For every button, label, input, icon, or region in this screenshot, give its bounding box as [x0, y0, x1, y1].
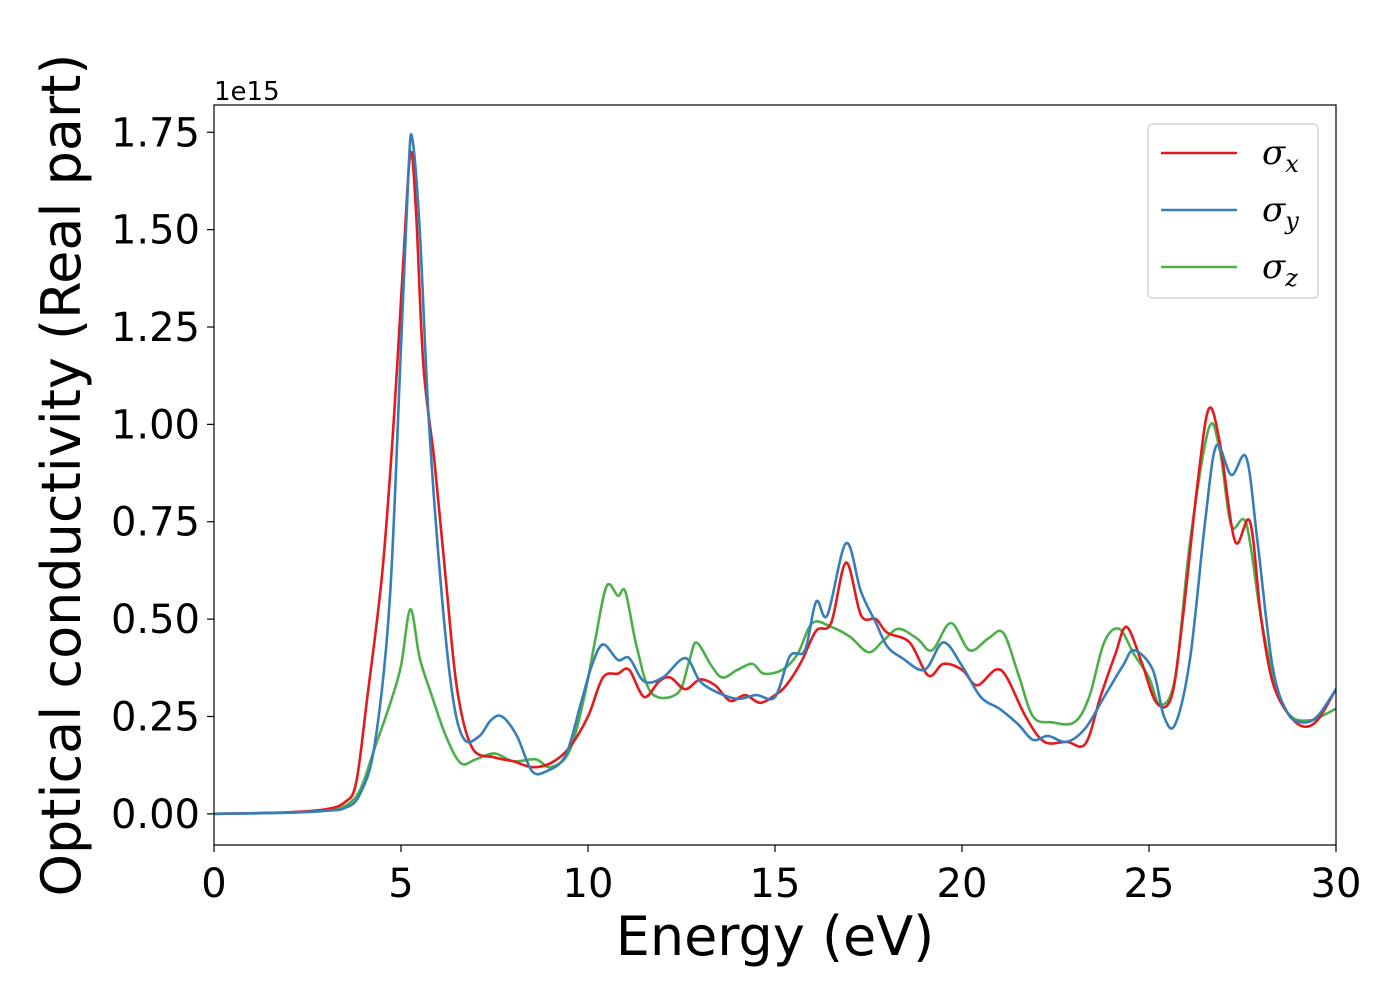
x-tick-label: 20 [937, 861, 988, 907]
y-tick-label: 0.75 [111, 500, 200, 546]
y-axis: 0.00 0.25 0.50 0.75 1.00 1.25 1.50 1.75 [111, 110, 214, 838]
series-line-z [214, 422, 1336, 816]
x-tick-label: 10 [563, 861, 614, 907]
x-tick-label: 25 [1124, 861, 1175, 907]
y-tick-label: 1.50 [111, 208, 200, 254]
series-line-y [214, 132, 1336, 816]
x-axis-title: Energy (eV) [616, 905, 935, 968]
y-tick-label: 1.00 [111, 402, 200, 448]
x-axis: 0 5 10 15 20 25 30 [201, 845, 1361, 907]
y-axis-offset-label: 1e15 [214, 77, 280, 107]
x-tick-label: 5 [388, 861, 413, 907]
legend-label-z: σz [1262, 247, 1298, 292]
legend-label-y: σy [1262, 190, 1299, 235]
series-line-x [214, 150, 1336, 816]
y-tick-label: 0.50 [111, 597, 200, 643]
plot-lines [214, 132, 1336, 816]
y-tick-label: 1.25 [111, 305, 200, 351]
x-tick-label: 15 [750, 861, 801, 907]
y-tick-label: 1.75 [111, 110, 200, 156]
legend: σx σy σz [1147, 123, 1319, 299]
y-tick-label: 0.00 [111, 792, 200, 838]
x-tick-label: 0 [201, 861, 226, 907]
y-tick-label: 0.25 [111, 694, 200, 740]
x-tick-label: 30 [1311, 861, 1362, 907]
legend-label-x: σx [1262, 133, 1299, 178]
y-axis-title: Optical conductivity (Real part) [30, 54, 93, 897]
